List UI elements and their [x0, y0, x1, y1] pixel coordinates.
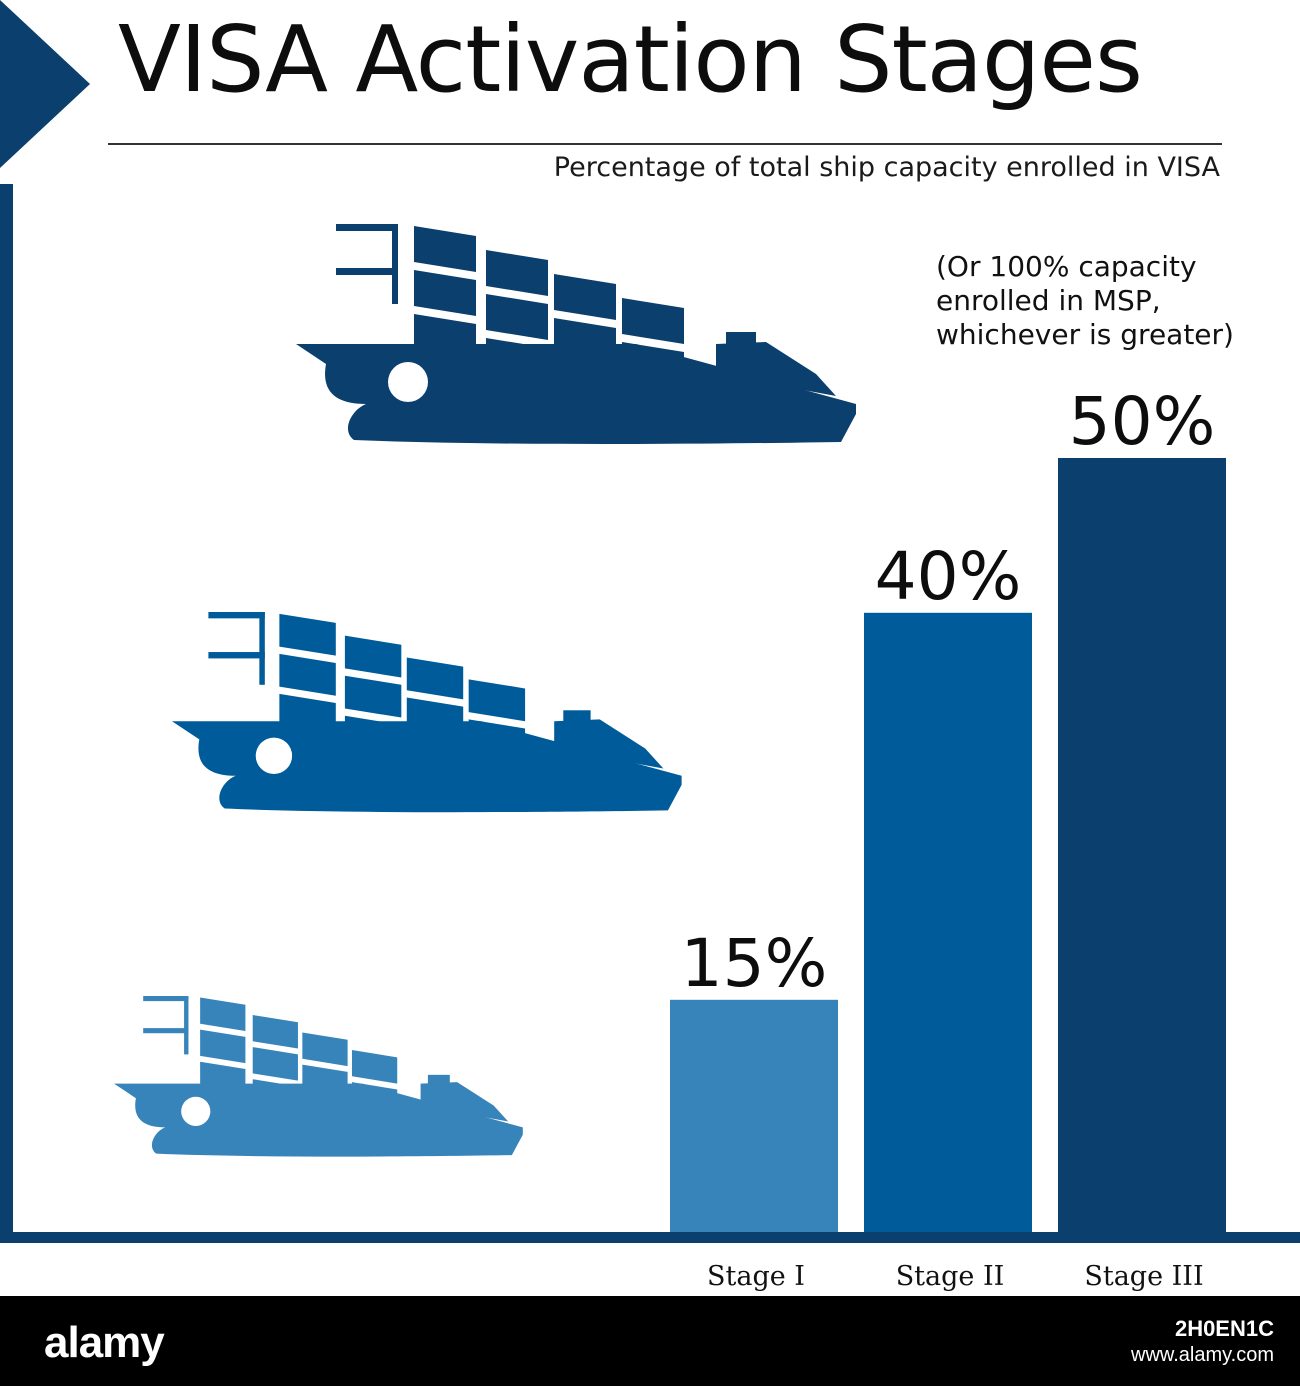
chart-subtitle: Percentage of total ship capacity enroll… [553, 152, 1220, 183]
chart-title: VISA Activation Stages [118, 6, 1143, 113]
stage-iii-annotation: (Or 100% capacity enrolled in MSP, which… [936, 250, 1234, 351]
bar-stage-1 [670, 999, 838, 1232]
value-label-stage-3: 50% [1069, 383, 1216, 460]
footer-url: www.alamy.com [1131, 1344, 1274, 1366]
cargo-ship-icon [172, 612, 682, 813]
footer-brand-logo: alamy [44, 1318, 165, 1367]
tick-label-stage-2: Stage II [896, 1261, 1005, 1292]
cargo-ship-icon [296, 224, 856, 444]
footer-image-id: 2H0EN1C [1174, 1316, 1274, 1341]
ships-group [114, 224, 856, 1157]
y-axis-line [0, 184, 13, 1242]
footer-meta: 2H0EN1C www.alamy.com [1131, 1316, 1274, 1368]
bars-group: 15% Stage I 40% Stage II 50% Stage III [670, 383, 1226, 1292]
value-label-stage-2: 40% [875, 538, 1022, 615]
x-axis-line [0, 1232, 1300, 1243]
footer-bar [0, 1296, 1300, 1386]
bar-stage-2 [864, 612, 1032, 1232]
tick-label-stage-1: Stage I [707, 1261, 805, 1292]
title-arrow-marker [0, 0, 90, 168]
cargo-ship-icon [114, 996, 523, 1157]
value-label-stage-1: 15% [681, 925, 828, 1002]
tick-label-stage-3: Stage III [1084, 1261, 1203, 1292]
chart-canvas: 15% Stage I 40% Stage II 50% Stage III [0, 0, 1300, 1292]
bar-stage-3 [1058, 458, 1226, 1232]
